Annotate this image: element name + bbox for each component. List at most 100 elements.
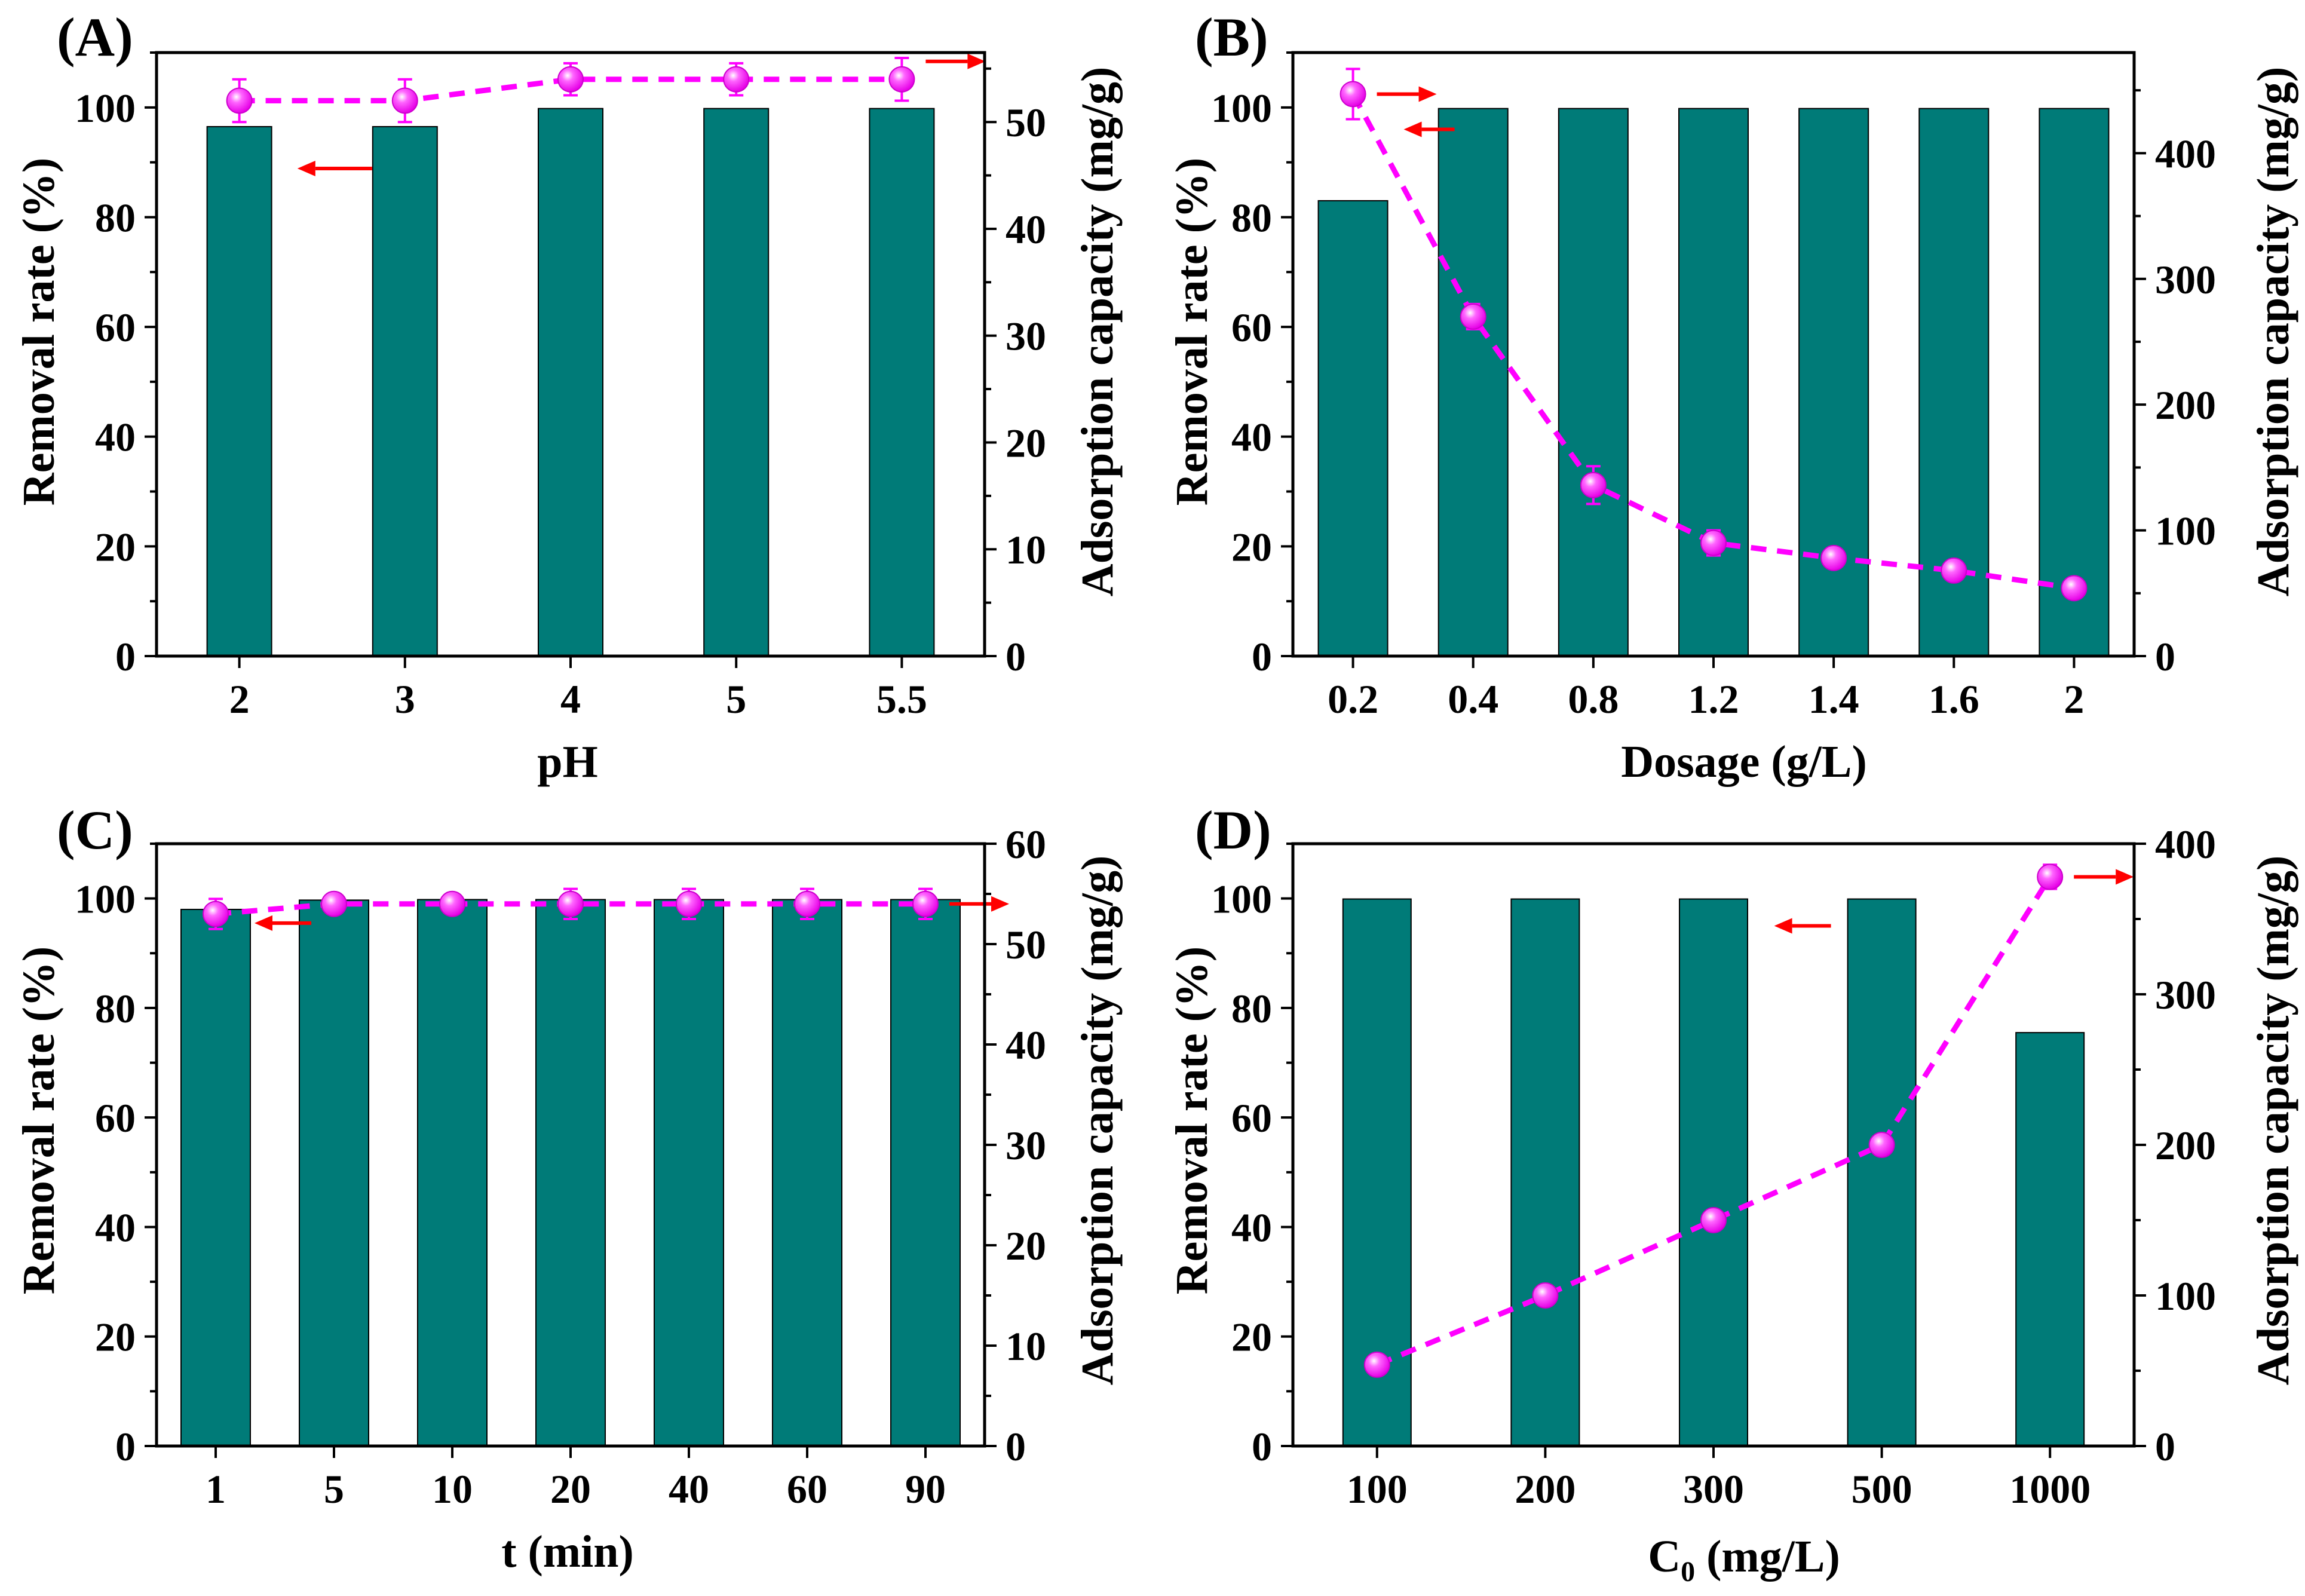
panel-a-y2-tick-label-0: 0 xyxy=(1006,634,1026,679)
panel-b-x-ticks: 0.2 0.4 0.8 1.2 1.4 1.6 2 xyxy=(1328,656,2084,722)
panel-c-y2-tick-label-3: 30 xyxy=(1006,1123,1046,1168)
panel-b-x-tick-label-6: 2 xyxy=(2064,676,2084,722)
panel-d-arrow-right-head xyxy=(2116,869,2134,885)
panel-a-y-tick-label-4: 80 xyxy=(95,195,136,240)
panel-b-bar-0 xyxy=(1317,200,1388,657)
panel-b-capacity-point-4 xyxy=(1820,544,1847,571)
panel-c-y-label: Removal rate (%) xyxy=(14,946,64,1294)
panel-a-x-label: pH xyxy=(537,737,597,787)
panel-b-x-tick-label-0: 0.2 xyxy=(1328,676,1378,722)
panel-b-y2-label: Adsorption capacity (mg/g) xyxy=(2248,67,2298,597)
panel-a-arrow-left-head xyxy=(297,160,315,176)
panel-c-x-tick-label-2: 10 xyxy=(432,1466,473,1512)
panel-b-x-label: Dosage (g/L) xyxy=(1621,737,1867,787)
panel-a-capacity-point-4 xyxy=(888,66,915,93)
panel-a-y2-tick-label-3: 30 xyxy=(1006,314,1046,359)
panel-c-x-tick-label-0: 1 xyxy=(206,1466,226,1512)
panel-c-y2-tick-label-2: 20 xyxy=(1006,1223,1046,1269)
panel-d-y2-label: Adsorption capacity (mg/g) xyxy=(2248,856,2298,1386)
panel-b-y2-tick-label-4: 400 xyxy=(2155,131,2216,176)
panel-d-y-tick-label-0: 0 xyxy=(1252,1424,1272,1469)
panel-c-bar-2 xyxy=(417,899,488,1447)
panel-b-y2-tick-label-2: 200 xyxy=(2155,382,2216,428)
panel-b-y2-tick-label-1: 100 xyxy=(2155,508,2216,554)
panel-d-y-tick-label-5: 100 xyxy=(1211,877,1272,922)
panel-c-capacity-point-5 xyxy=(794,890,820,917)
panel-b-y2-tick-label-0: 0 xyxy=(2155,634,2175,679)
panel-c-y-tick-label-1: 20 xyxy=(95,1315,136,1360)
panel-b-y-tick-label-2: 40 xyxy=(1231,415,1272,460)
panel-d-x-tick-label-3: 500 xyxy=(1852,1466,1912,1512)
panel-c-y2-tick-label-4: 40 xyxy=(1006,1022,1046,1068)
panel-b-arrow-right-head xyxy=(1418,86,1437,102)
panel-d-label: (D) xyxy=(1195,799,1271,860)
panel-c-x-tick-label-3: 20 xyxy=(550,1466,591,1512)
panel-d-x-ticks: 100 200 300 500 1000 xyxy=(1347,1446,2091,1512)
panel-a-bar-0 xyxy=(206,125,272,657)
panel-c-bar-4 xyxy=(654,899,724,1447)
panel-d-y-tick-label-3: 60 xyxy=(1231,1095,1272,1141)
panel-a-y-label: Removal rate (%) xyxy=(14,158,64,506)
panel-b-capacity-points xyxy=(1340,68,2088,602)
panel-a-label: (A) xyxy=(57,7,133,68)
panel-c-capacity-point-1 xyxy=(321,890,347,917)
panel-b-y-ticks: 0 20 40 60 80 100 xyxy=(1211,51,1293,679)
panel-a-y2-tick-label-4: 40 xyxy=(1006,207,1046,252)
panel-c-y-tick-label-4: 80 xyxy=(95,986,136,1031)
panel-c-x-label: t (min) xyxy=(501,1527,634,1577)
panel-d-bars xyxy=(1342,898,2085,1447)
panel-a-y-ticks: 0 20 40 60 80 100 xyxy=(75,51,157,679)
panel-a-y2-ticks: 0 10 20 30 40 50 xyxy=(985,67,1046,679)
panel-c-x-tick-label-1: 5 xyxy=(324,1466,344,1512)
panel-d-y2-tick-label-1: 100 xyxy=(2155,1273,2216,1319)
panel-b-bar-6 xyxy=(2039,108,2110,657)
panel-d-y-tick-label-4: 80 xyxy=(1231,986,1272,1031)
panel-a-capacity-point-0 xyxy=(226,87,253,114)
panel-c-capacity-point-6 xyxy=(912,890,939,917)
panel-c-y-tick-label-3: 60 xyxy=(95,1095,136,1141)
panel-a-y-tick-label-2: 40 xyxy=(95,415,136,460)
panel-c-y-ticks: 0 20 40 60 80 100 xyxy=(75,843,157,1469)
panel-b-y-tick-label-4: 80 xyxy=(1231,195,1272,240)
panel-d-capacity-point-4 xyxy=(2037,863,2064,890)
panel-c-x-ticks: 1 5 10 20 40 60 90 xyxy=(206,1446,946,1512)
panel-c-capacity-point-2 xyxy=(439,890,465,917)
panel-b-y2-ticks: 0 100 200 300 400 xyxy=(2134,89,2216,679)
panel-c-label: (C) xyxy=(57,799,133,860)
panel-b-y-label: Removal rate (%) xyxy=(1167,158,1217,506)
panel-d-x-tick-label-2: 300 xyxy=(1683,1466,1744,1512)
panel-a-capacity-point-3 xyxy=(723,66,750,93)
panel-a-bar-4 xyxy=(869,108,935,657)
panel-d-x-tick-label-1: 200 xyxy=(1515,1466,1576,1512)
panel-a-capacity-polyline xyxy=(239,76,902,103)
panel-d-capacity-point-3 xyxy=(1868,1132,1895,1158)
panel-a-x-tick-label-1: 3 xyxy=(395,676,415,722)
panel-d-capacity-point-0 xyxy=(1363,1351,1390,1378)
panel-b-x-tick-label-1: 0.4 xyxy=(1448,676,1498,722)
panel-d-y2-tick-label-3: 300 xyxy=(2155,972,2216,1018)
panel-a-y2-tick-label-5: 50 xyxy=(1006,100,1046,145)
panel-c-y-tick-label-2: 40 xyxy=(95,1205,136,1250)
panel-c-y2-ticks: 0 10 20 30 40 50 60 xyxy=(985,822,1046,1469)
panel-d-bar-4 xyxy=(2015,1032,2085,1447)
panel-b-bar-2 xyxy=(1558,108,1629,657)
panel-a-x-tick-label-0: 2 xyxy=(229,676,250,722)
panel-b-capacity-point-0 xyxy=(1340,81,1366,108)
panel-c-capacity-point-4 xyxy=(676,890,702,917)
panel-a-y-tick-label-0: 0 xyxy=(115,634,136,679)
panel-a-y2-label: Adsorption capacity (mg/g) xyxy=(1072,67,1123,597)
panel-c-x-tick-label-6: 90 xyxy=(905,1466,946,1512)
panel-c-bars xyxy=(180,899,961,1447)
panel-d-y2-tick-label-0: 0 xyxy=(2155,1424,2175,1469)
panel-c-x-tick-label-5: 60 xyxy=(787,1466,827,1512)
panel-b: 0.2 0.4 0.8 1.2 1.4 1.6 2 0 20 40 60 80 100 0 100 200… xyxy=(1167,7,2298,787)
panel-a-x-ticks: 2 3 4 5 5.5 xyxy=(229,656,927,722)
panel-c-y2-label: Adsorption capacity (mg/g) xyxy=(1072,856,1123,1386)
panel-c-y-tick-label-5: 100 xyxy=(75,877,136,922)
panel-b-bar-3 xyxy=(1678,108,1749,657)
panel-b-arrow-left-head xyxy=(1403,121,1422,137)
panel-b-label: (B) xyxy=(1195,7,1268,68)
panel-d-capacity-point-1 xyxy=(1532,1282,1559,1309)
